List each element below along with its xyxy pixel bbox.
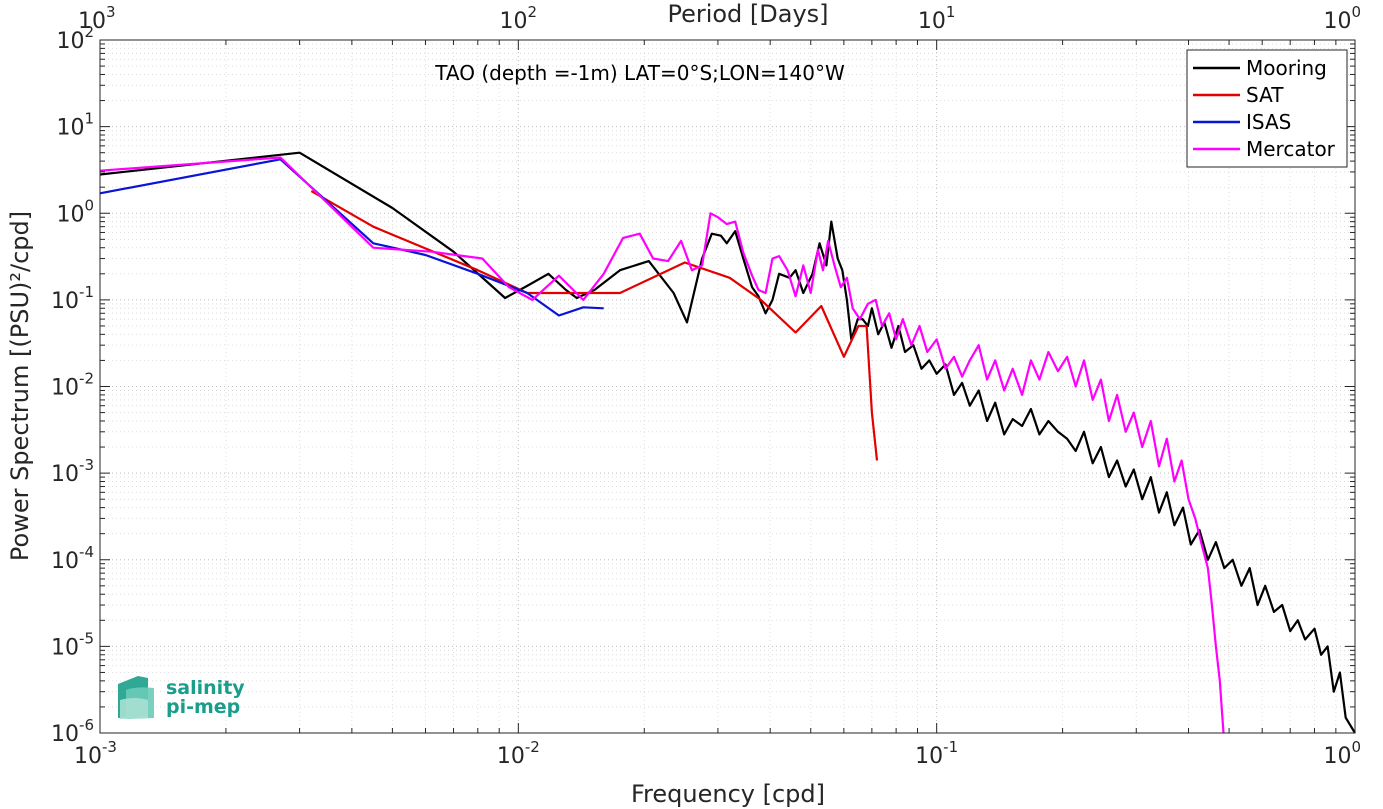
y-tick-label: 10-3 <box>51 456 94 487</box>
y-tick-label: 102 <box>56 23 94 54</box>
salinity-pimep-logo: salinity pi-mep <box>118 676 245 719</box>
legend: Mooring SAT ISAS Mercator <box>1186 49 1348 168</box>
y-tick-label: 10-1 <box>51 283 94 314</box>
x-tick-label: 10-1 <box>915 738 958 769</box>
y-tick-label: 10-4 <box>51 543 94 574</box>
x2-axis-title: Period [Days] <box>667 0 828 28</box>
legend-box <box>1186 49 1348 168</box>
chart-title: TAO (depth =-1m) LAT=0°S;LON=140°W <box>434 61 845 85</box>
plot-area <box>100 40 1355 733</box>
logo-line-1: salinity <box>166 677 245 699</box>
legend-label-mercator: Mercator <box>1246 137 1336 161</box>
y-tick-label: 100 <box>56 196 94 227</box>
x-tick-label: 100 <box>1323 738 1361 769</box>
y-tick-label: 10-6 <box>51 716 94 747</box>
y-tick-label: 10-2 <box>51 370 94 401</box>
x-tick-label: 10-2 <box>497 738 540 769</box>
x2-tick-label: 101 <box>918 3 956 34</box>
legend-label-isas: ISAS <box>1246 110 1291 134</box>
x2-tick-label: 102 <box>500 3 538 34</box>
x-tick-label: 10-3 <box>74 738 117 769</box>
series-line-mercator <box>99 156 1225 734</box>
y-axis-title: Power Spectrum [(PSU)²/cpd] <box>6 211 34 561</box>
y-tick-label: 101 <box>56 110 94 141</box>
series-line-mooring <box>99 151 1356 734</box>
y-tick-label: 10-5 <box>51 629 94 660</box>
legend-label-sat: SAT <box>1246 83 1284 107</box>
legend-label-mooring: Mooring <box>1246 56 1327 80</box>
x-axis-title: Frequency [cpd] <box>631 780 825 808</box>
x2-tick-label: 100 <box>1323 3 1361 34</box>
series-layer <box>99 151 1356 734</box>
x2-tick-label: 103 <box>78 3 116 34</box>
logo-line-2: pi-mep <box>166 696 240 718</box>
